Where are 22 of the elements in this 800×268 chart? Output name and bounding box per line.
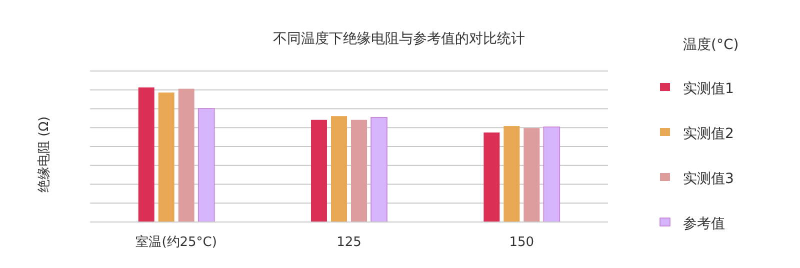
bar [543,126,560,222]
bar [524,128,540,222]
bar [484,132,500,222]
bar [504,126,520,222]
legend-label: 参考值 [683,216,725,232]
y-axis-title: 绝缘电阻 (Ω) [37,116,52,193]
legend-title: 温度(°C) [683,37,739,53]
bar [198,108,215,222]
x-tick-label: 125 [336,235,362,250]
bar [158,92,174,222]
bar [178,88,194,222]
legend-label: 实测值2 [683,126,734,142]
bar [370,117,388,222]
chart-title: 不同温度下绝缘电阻与参考值的对比统计 [273,31,525,47]
legend-label: 实测值3 [683,171,734,187]
legend-label: 实测值1 [683,81,734,97]
bar [311,120,327,222]
bar [331,116,347,222]
x-tick-label: 室温(约25°C) [136,234,217,250]
bar [138,87,154,222]
x-tick-label: 150 [509,235,534,250]
bar [351,120,367,222]
